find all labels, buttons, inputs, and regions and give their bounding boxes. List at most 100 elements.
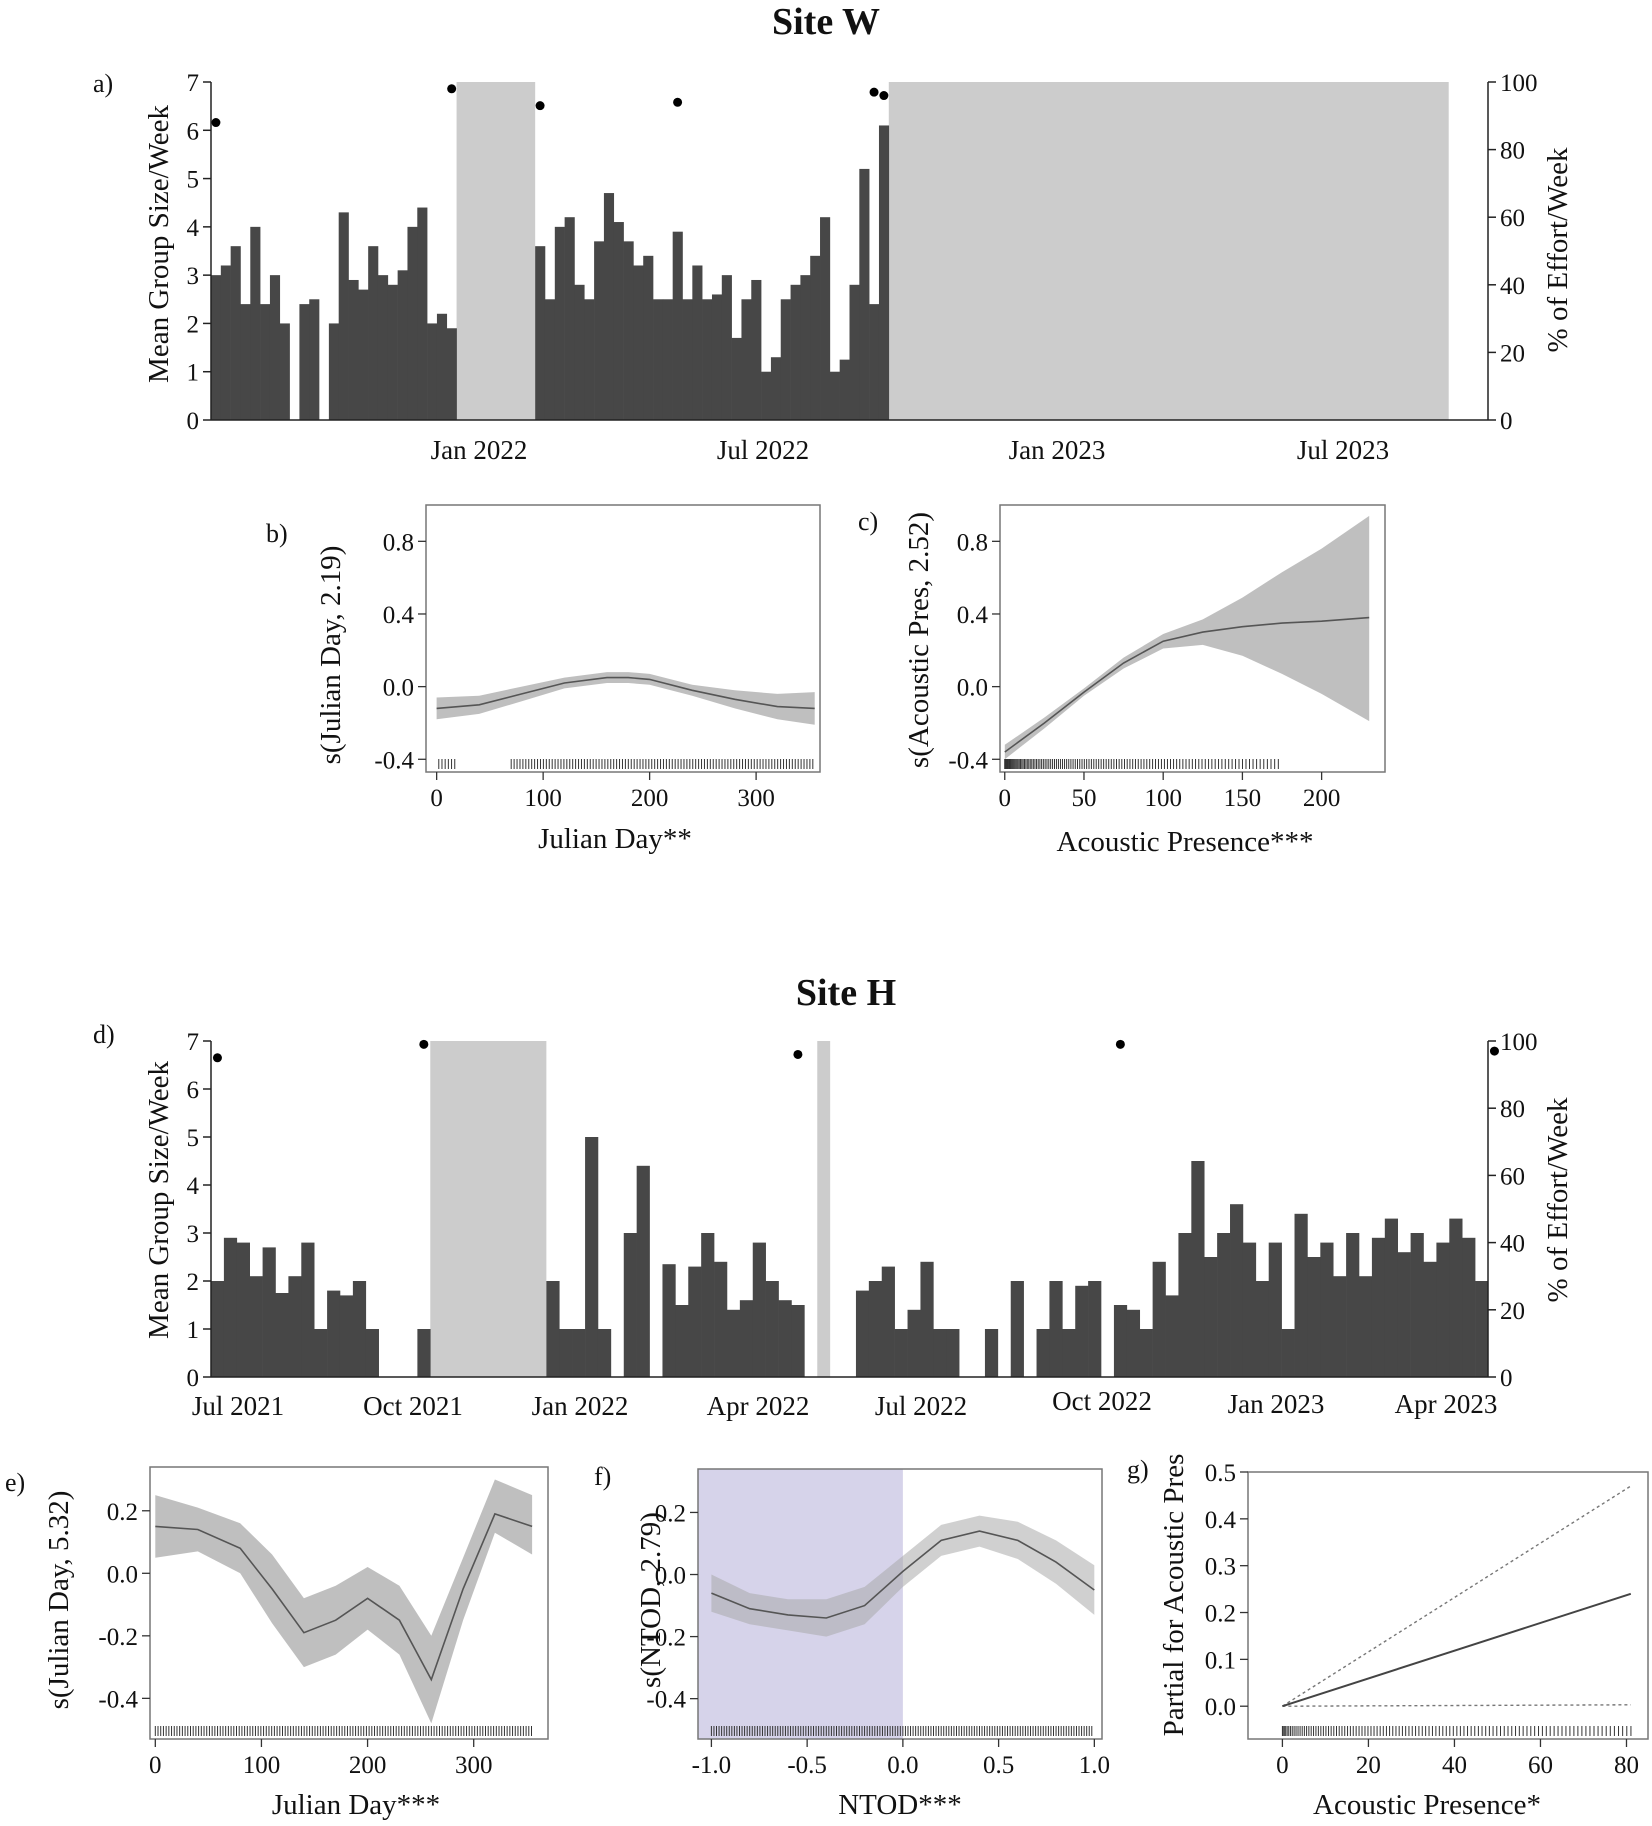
panel-b-label: b) xyxy=(266,519,288,548)
panel-d: d) Mean Group Size/Week % of Effort/Week… xyxy=(93,1020,1574,1421)
x-tick-label: 0 xyxy=(430,785,443,812)
y-tick-label: 4 xyxy=(187,1173,200,1200)
bar xyxy=(933,1329,947,1377)
y-tick-label-right: 80 xyxy=(1500,138,1525,165)
fit-line xyxy=(436,676,815,710)
x-tick-label: 0.5 xyxy=(983,1752,1014,1779)
bar xyxy=(338,212,349,420)
bar xyxy=(250,226,261,420)
panel-e-xlabel: Julian Day*** xyxy=(272,1789,440,1821)
panel-d-ylabel-right: % of Effort/Week xyxy=(1542,1097,1574,1302)
bar xyxy=(407,226,418,420)
y-tick-label: 5 xyxy=(187,167,200,194)
bar xyxy=(559,1329,573,1377)
bar xyxy=(544,299,556,420)
x-tick-label: 100 xyxy=(1144,785,1182,812)
confidence-band xyxy=(1004,515,1370,760)
effort-point xyxy=(673,97,683,107)
panel-d-label: d) xyxy=(93,1020,115,1049)
panel-d-xtick: Jul 2022 xyxy=(875,1391,967,1421)
bar xyxy=(1268,1242,1282,1377)
panel-b: b) s(Julian Day, 2.19) Julian Day** 0 100… xyxy=(266,504,821,855)
bar xyxy=(301,1242,315,1377)
y-tick-label: 6 xyxy=(187,1077,200,1104)
panel-f-ylabel: s(NTOD, 2.79) xyxy=(635,1512,667,1688)
bar xyxy=(633,265,644,420)
bar xyxy=(894,1329,908,1377)
effort-point xyxy=(447,84,457,94)
bar xyxy=(358,289,369,420)
x-tick-label: 20 xyxy=(1356,1752,1381,1779)
y-tick-label: 0.0 xyxy=(655,1563,686,1590)
gap-shading xyxy=(888,82,1449,420)
y-tick-label: 1 xyxy=(187,360,200,387)
y-tick-label: 4 xyxy=(187,215,200,242)
fit-line xyxy=(1282,1592,1632,1708)
x-tick-label: 1.0 xyxy=(1079,1752,1110,1779)
bar xyxy=(223,1237,238,1377)
bar xyxy=(1191,1161,1205,1377)
bar xyxy=(839,359,850,420)
bar xyxy=(675,1305,689,1377)
bar xyxy=(1359,1276,1373,1377)
bar xyxy=(984,1329,999,1377)
y-tick-label: 0.4 xyxy=(1205,1507,1237,1534)
bar xyxy=(348,279,359,420)
bar xyxy=(761,371,772,420)
bar xyxy=(1242,1242,1257,1377)
bar xyxy=(584,299,595,420)
confidence-band xyxy=(711,1515,1095,1637)
bar xyxy=(1036,1329,1050,1377)
bar xyxy=(446,328,457,420)
bar xyxy=(314,1329,328,1377)
panel-f-xlabel: NTOD*** xyxy=(838,1789,962,1821)
y-tick-label: -0.2 xyxy=(646,1625,686,1652)
bar xyxy=(739,1300,754,1377)
bar xyxy=(765,1281,779,1377)
panel-d-xtick: Oct 2022 xyxy=(1052,1386,1152,1416)
bar xyxy=(636,1165,650,1377)
x-tick-label: 100 xyxy=(524,785,562,812)
bar xyxy=(1088,1281,1102,1377)
panel-d-xtick: Apr 2023 xyxy=(1395,1389,1498,1419)
bar xyxy=(328,323,339,420)
y-tick-label-right: 20 xyxy=(1500,1298,1525,1325)
y-tick-label-right: 60 xyxy=(1500,205,1525,232)
y-tick-label: 0.2 xyxy=(655,1500,686,1527)
bar xyxy=(1152,1261,1166,1377)
bar xyxy=(1307,1257,1321,1377)
y-tick-label: 0.0 xyxy=(107,1561,138,1588)
y-tick-label-right: 100 xyxy=(1500,1029,1538,1056)
effort-point xyxy=(419,1039,429,1049)
y-tick-label-right: 100 xyxy=(1500,70,1538,97)
bar xyxy=(1449,1218,1463,1377)
y-tick-label-right: 40 xyxy=(1500,273,1525,300)
bar xyxy=(436,313,448,420)
bar xyxy=(352,1281,367,1377)
bar xyxy=(726,1309,741,1377)
confidence-band xyxy=(436,672,815,725)
bar xyxy=(1230,1204,1244,1377)
bar xyxy=(1333,1276,1347,1377)
bar xyxy=(546,1281,560,1377)
bar xyxy=(397,270,408,420)
x-tick-label: 0 xyxy=(1276,1752,1289,1779)
panel-d-xtick: Jan 2022 xyxy=(532,1391,629,1421)
panel-b-ylabel: s(Julian Day, 2.19) xyxy=(315,546,347,765)
confidence-band xyxy=(155,1479,533,1724)
bar xyxy=(770,357,782,420)
x-tick-label: 60 xyxy=(1528,1752,1553,1779)
x-tick-label: 50 xyxy=(1071,785,1096,812)
y-tick-label: -0.4 xyxy=(374,747,414,774)
y-tick-label: 1 xyxy=(187,1317,200,1344)
bar xyxy=(810,255,821,420)
bar xyxy=(309,299,320,420)
panel-g-xlabel: Acoustic Presence* xyxy=(1313,1789,1541,1821)
y-tick-label-right: 40 xyxy=(1500,1231,1525,1258)
bar xyxy=(1462,1237,1476,1377)
lower-confidence-line xyxy=(1282,1704,1631,1707)
site-h-title: Site H xyxy=(796,972,896,1014)
bar xyxy=(688,1266,702,1377)
x-tick-label: 150 xyxy=(1224,785,1262,812)
y-tick-label: 0.4 xyxy=(383,602,415,629)
